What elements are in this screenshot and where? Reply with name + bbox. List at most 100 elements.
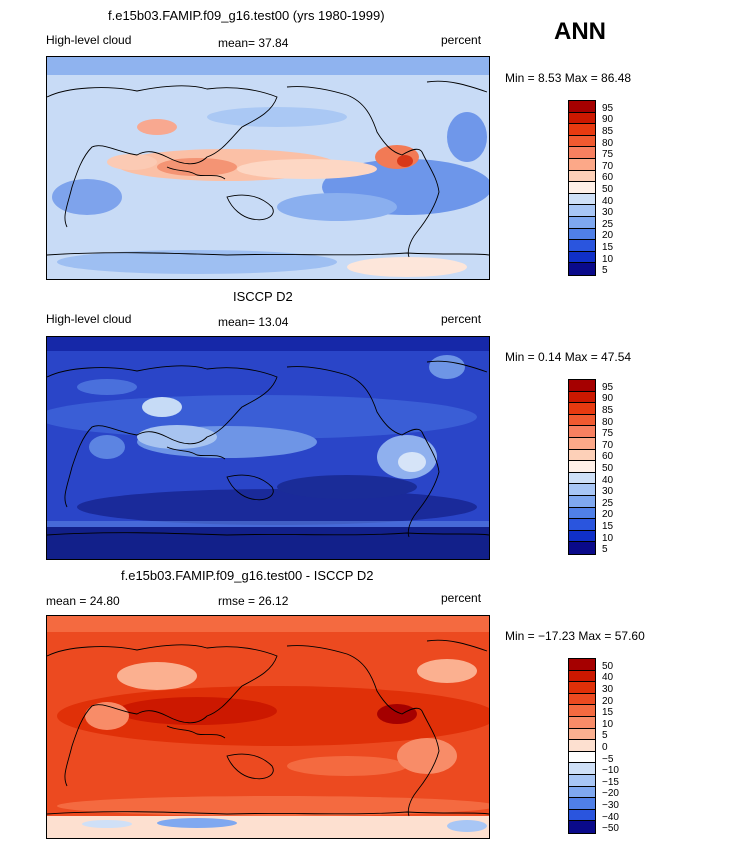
panel2-colorbar [568, 379, 596, 555]
colorbar-tick-label: 70 [602, 160, 614, 172]
panel2-mean-label: mean= 13.04 [218, 315, 289, 329]
colorbar-swatch [569, 380, 595, 392]
colorbar-swatch [569, 414, 595, 427]
colorbar-swatch [569, 263, 595, 275]
colorbar-tick-label: 20 [602, 230, 614, 242]
colorbar-swatch [569, 193, 595, 206]
panel1-minmax: Min = 8.53 Max = 86.48 [505, 71, 632, 85]
colorbar-tick-label: 80 [602, 416, 614, 428]
colorbar-tick-label: 25 [602, 497, 614, 509]
colorbar-swatch [569, 158, 595, 171]
colorbar-tick-label: 25 [602, 218, 614, 230]
panel3-mean-label: mean = 24.80 [46, 594, 120, 608]
colorbar-swatch [569, 403, 595, 415]
colorbar-swatch [569, 484, 595, 496]
colorbar-tick-label: 40 [602, 195, 614, 207]
colorbar-swatch [569, 124, 595, 136]
colorbar-tick-label: −50 [602, 823, 619, 835]
colorbar-swatch [569, 798, 595, 810]
colorbar-swatch [569, 693, 595, 706]
colorbar-tick-label: 0 [602, 742, 608, 753]
colorbar-swatch [569, 182, 595, 194]
colorbar-tick-label: 90 [602, 114, 614, 126]
colorbar-swatch [569, 135, 595, 148]
colorbar-tick-label: 85 [602, 405, 614, 416]
colorbar-tick-label: 95 [602, 102, 614, 114]
colorbar-swatch [569, 112, 595, 125]
colorbar-tick-label: 50 [602, 463, 614, 474]
colorbar-tick-label: 40 [602, 672, 614, 684]
colorbar-swatch [569, 786, 595, 799]
colorbar-tick-label: 30 [602, 684, 614, 695]
colorbar-tick-label: 95 [602, 381, 614, 393]
colorbar-swatch [569, 705, 595, 717]
panel2-variable-label: High-level cloud [46, 312, 132, 326]
panel2-minmax: Min = 0.14 Max = 47.54 [505, 350, 632, 364]
colorbar-swatch [569, 542, 595, 554]
colorbar-swatch [569, 147, 595, 159]
colorbar-swatch [569, 101, 595, 113]
panel1-title: f.e15b03.FAMIP.f09_g16.test00 (yrs 1980-… [108, 8, 385, 23]
colorbar-swatch [569, 251, 595, 264]
panel3-units-label: percent [441, 591, 482, 605]
colorbar-swatch [569, 495, 595, 508]
colorbar-tick-label: 30 [602, 486, 614, 498]
colorbar-tick-label: −40 [602, 811, 619, 823]
colorbar-swatch [569, 728, 595, 741]
colorbar-tick-label: 85 [602, 126, 614, 137]
season-label: ANN [554, 18, 606, 45]
colorbar-swatch [569, 670, 595, 683]
colorbar-tick-label: 10 [602, 253, 614, 265]
colorbar-tick-label: −20 [602, 788, 619, 800]
colorbar-swatch [569, 519, 595, 531]
colorbar-tick-label: −5 [602, 753, 614, 765]
colorbar-tick-label: 5 [602, 730, 608, 742]
colorbar-tick-label: 10 [602, 718, 614, 730]
panel1-mean-label: mean= 37.84 [218, 36, 289, 50]
colorbar-swatch [569, 240, 595, 252]
colorbar-tick-label: −30 [602, 800, 619, 811]
colorbar-tick-label: 40 [602, 474, 614, 486]
colorbar-swatch [569, 751, 595, 764]
colorbar-swatch [569, 821, 595, 833]
panel3-colorbar [568, 658, 596, 834]
colorbar-tick-label: 20 [602, 509, 614, 521]
panel3-rmse-label: rmse = 26.12 [218, 594, 289, 608]
colorbar-tick-label: 75 [602, 428, 614, 440]
colorbar-swatch [569, 461, 595, 473]
panel1-model-map [46, 56, 490, 280]
panel3-minmax: Min = −17.23 Max = 57.60 [505, 629, 645, 643]
panel2-obs-map [46, 336, 490, 560]
panel2-title: ISCCP D2 [233, 289, 293, 304]
panel2-units-label: percent [441, 312, 482, 326]
colorbar-tick-label: 80 [602, 137, 614, 149]
colorbar-swatch [569, 205, 595, 217]
colorbar-tick-label: 20 [602, 695, 614, 707]
colorbar-swatch [569, 472, 595, 485]
colorbar-swatch [569, 716, 595, 729]
colorbar-tick-label: 10 [602, 532, 614, 544]
colorbar-swatch [569, 437, 595, 450]
colorbar-swatch [569, 809, 595, 822]
colorbar-tick-label: 15 [602, 707, 614, 719]
colorbar-tick-label: 30 [602, 207, 614, 219]
colorbar-tick-label: 50 [602, 660, 614, 672]
colorbar-tick-label: 75 [602, 149, 614, 161]
colorbar-swatch [569, 507, 595, 520]
colorbar-swatch [569, 449, 595, 462]
colorbar-swatch [569, 659, 595, 671]
colorbar-tick-label: 60 [602, 451, 614, 463]
colorbar-swatch [569, 216, 595, 229]
colorbar-swatch [569, 740, 595, 752]
colorbar-tick-label: 5 [602, 265, 608, 277]
colorbar-tick-label: 5 [602, 544, 608, 556]
panel3-difference-map [46, 615, 490, 839]
colorbar-tick-label: 15 [602, 242, 614, 253]
panel3-title: f.e15b03.FAMIP.f09_g16.test00 - ISCCP D2 [121, 568, 374, 583]
colorbar-tick-label: 70 [602, 439, 614, 451]
colorbar-swatch [569, 774, 595, 787]
colorbar-swatch [569, 530, 595, 543]
colorbar-tick-label: −10 [602, 765, 619, 777]
colorbar-swatch [569, 170, 595, 183]
colorbar-tick-label: 15 [602, 521, 614, 532]
